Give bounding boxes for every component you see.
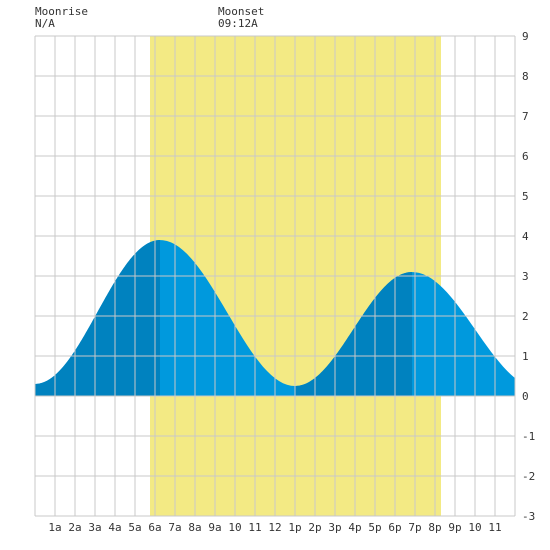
tide-area-rising-2 [295, 272, 412, 396]
x-tick-label: 10 [468, 521, 481, 534]
moonrise-time: N/A [35, 17, 55, 30]
x-tick-label: 1a [48, 521, 61, 534]
moonset-label: Moonset [218, 5, 265, 18]
y-tick-label: 9 [522, 30, 529, 43]
x-tick-label: 5a [128, 521, 141, 534]
x-tick-label: 11 [488, 521, 501, 534]
y-tick-label: 4 [522, 230, 529, 243]
moonset-time: 09:12A [218, 17, 258, 30]
x-tick-label: 7a [168, 521, 181, 534]
y-tick-label: 0 [522, 390, 529, 403]
tide-area-rising-1 [35, 240, 160, 396]
x-tick-label: 4a [108, 521, 121, 534]
x-tick-label: 7p [408, 521, 421, 534]
y-tick-label: 1 [522, 350, 529, 363]
x-tick-label: 10 [228, 521, 241, 534]
y-tick-label: 7 [522, 110, 529, 123]
x-tick-label: 2p [308, 521, 321, 534]
x-tick-label: 11 [248, 521, 261, 534]
x-tick-label: 9a [208, 521, 221, 534]
x-tick-label: 3p [328, 521, 341, 534]
x-tick-label: 12 [268, 521, 281, 534]
x-tick-label: 3a [88, 521, 101, 534]
y-tick-label: 6 [522, 150, 529, 163]
x-tick-label: 4p [348, 521, 361, 534]
y-tick-label: -1 [522, 430, 535, 443]
y-tick-label: 8 [522, 70, 529, 83]
y-tick-label: 5 [522, 190, 529, 203]
x-tick-label: 8p [428, 521, 441, 534]
x-tick-label: 9p [448, 521, 461, 534]
y-tick-label: 2 [522, 310, 529, 323]
y-tick-label: 3 [522, 270, 529, 283]
y-tick-label: -3 [522, 510, 535, 523]
x-tick-label: 5p [368, 521, 381, 534]
x-tick-label: 1p [288, 521, 301, 534]
x-tick-label: 2a [68, 521, 81, 534]
x-tick-label: 6a [148, 521, 161, 534]
moonrise-label: Moonrise [35, 5, 88, 18]
x-tick-label: 6p [388, 521, 401, 534]
y-tick-label: -2 [522, 470, 535, 483]
x-tick-label: 8a [188, 521, 201, 534]
